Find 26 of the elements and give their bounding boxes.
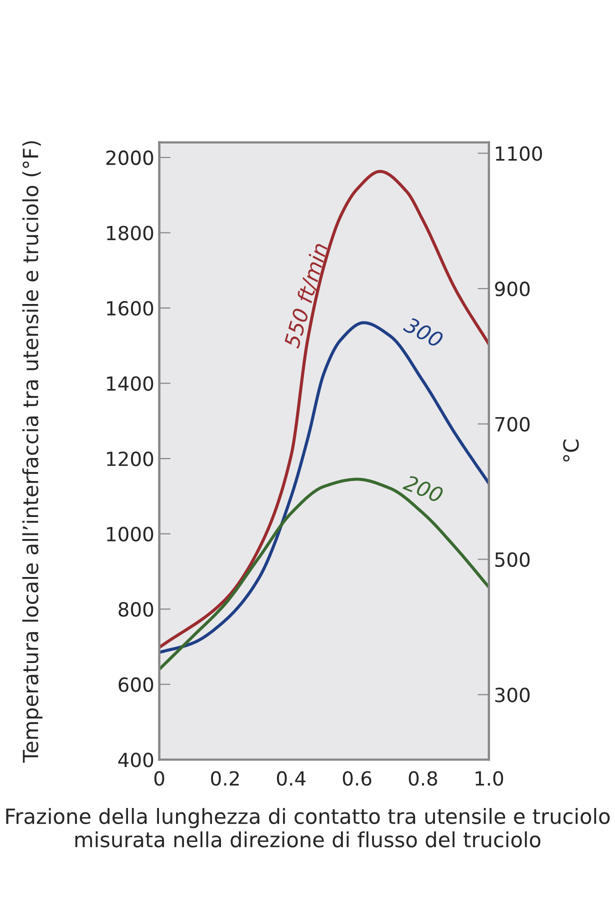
x-axis-title: Frazione della lunghezza di contatto tra utensile e truciolo misurata nella direzione di flusso del truciolo: [6, 808, 610, 848]
y-tick-label: 1000: [107, 526, 154, 542]
x-tick-label: 0.2: [211, 771, 239, 786]
y2-axis-title: °C: [563, 440, 579, 462]
y-axis-title: Temperatura locale all’interfaccia tra utensile e truciolo (°F): [22, 141, 42, 763]
y2-tick-label: 300: [495, 688, 530, 702]
text: 200: [402, 474, 444, 504]
y-tick-label: 800: [118, 602, 154, 617]
y-tick-label: 2000: [106, 150, 154, 166]
y-tick-label: 1800: [107, 226, 154, 240]
x-tick-label: 0: [154, 771, 164, 786]
y-tick-label: 400: [118, 752, 154, 768]
y2-tick-label: 900: [495, 282, 530, 296]
y-tick-label: 1400: [107, 376, 154, 391]
y-tick-label: 600: [118, 677, 154, 692]
y2-tick-label: 500: [495, 552, 530, 567]
x-tick-label: 1.0: [476, 771, 504, 786]
x-tick-label: 0.8: [408, 771, 438, 786]
y2-tick-label: 1100: [496, 146, 542, 161]
x-tick-label: 0.4: [276, 771, 306, 786]
y-tick-label: 1600: [107, 300, 154, 316]
text: 550 ft/min: [283, 242, 330, 350]
y-tick-label: 1200: [107, 452, 154, 466]
x-tick-label: 0.6: [342, 771, 372, 786]
y2-tick-label: 700: [495, 416, 530, 432]
text: 300: [402, 316, 444, 348]
